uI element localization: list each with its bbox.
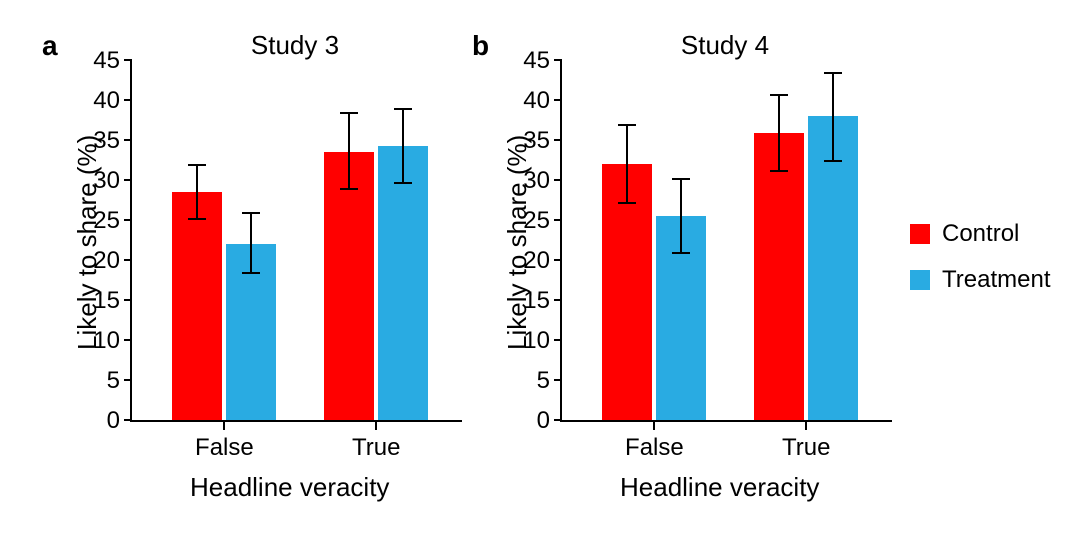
error-bar [626, 124, 628, 204]
ytick-label: 45 [523, 47, 550, 75]
ytick-label: 0 [537, 407, 550, 435]
ytick-label: 45 [93, 47, 120, 75]
ylabel-b: Likely to share (%) [502, 135, 533, 350]
plot-area-b: 051015202530354045FalseTrue [560, 60, 892, 422]
xtick-mark [653, 422, 655, 430]
ytick-label: 40 [93, 87, 120, 115]
error-cap-bot [824, 160, 842, 162]
ytick-mark [124, 339, 132, 341]
xtick-label: False [625, 434, 684, 462]
ylabel-a: Likely to share (%) [72, 135, 103, 350]
error-cap-top [672, 178, 690, 180]
ytick-mark [554, 179, 562, 181]
xtick-label: True [352, 434, 400, 462]
bar-treatment [378, 146, 428, 420]
error-bar [250, 212, 252, 274]
panel-b-title: Study 4 [560, 30, 890, 61]
error-bar [778, 94, 780, 172]
ytick-mark [554, 59, 562, 61]
xlabel-b: Headline veracity [620, 472, 819, 503]
error-cap-bot [340, 188, 358, 190]
ytick-mark [554, 139, 562, 141]
legend-swatch-treatment [910, 270, 930, 290]
ytick-mark [124, 99, 132, 101]
ytick-mark [124, 379, 132, 381]
ytick-mark [124, 219, 132, 221]
xtick-mark [223, 422, 225, 430]
panel-label-b: b [472, 30, 489, 62]
error-bar [196, 164, 198, 220]
error-cap-bot [188, 218, 206, 220]
ytick-mark [554, 219, 562, 221]
xtick-mark [375, 422, 377, 430]
error-bar [402, 108, 404, 184]
xlabel-a: Headline veracity [190, 472, 389, 503]
error-cap-top [618, 124, 636, 126]
xtick-label: False [195, 434, 254, 462]
panel-a: Study 3 051015202530354045FalseTrue [130, 60, 460, 420]
legend-label-control: Control [942, 220, 1019, 248]
error-cap-bot [618, 202, 636, 204]
error-cap-top [394, 108, 412, 110]
panel-a-title: Study 3 [130, 30, 460, 61]
bar-control [754, 133, 804, 420]
ytick-mark [124, 59, 132, 61]
error-cap-top [188, 164, 206, 166]
ytick-mark [554, 99, 562, 101]
error-bar [832, 72, 834, 162]
xtick-mark [805, 422, 807, 430]
error-cap-bot [242, 272, 260, 274]
ytick-label: 5 [107, 367, 120, 395]
bar-control [324, 152, 374, 420]
legend-item-treatment: Treatment [910, 266, 1050, 294]
bar-treatment [808, 116, 858, 420]
ytick-mark [554, 339, 562, 341]
legend-swatch-control [910, 224, 930, 244]
ytick-mark [124, 139, 132, 141]
panel-label-a: a [42, 30, 58, 62]
ytick-mark [124, 179, 132, 181]
legend-label-treatment: Treatment [942, 266, 1050, 294]
ytick-label: 40 [523, 87, 550, 115]
ytick-mark [124, 419, 132, 421]
panel-b: Study 4 051015202530354045FalseTrue [560, 60, 890, 420]
xtick-label: True [782, 434, 830, 462]
error-cap-bot [672, 252, 690, 254]
error-cap-top [824, 72, 842, 74]
ytick-mark [554, 259, 562, 261]
error-bar [348, 112, 350, 190]
legend: Control Treatment [910, 220, 1050, 312]
plot-area-a: 051015202530354045FalseTrue [130, 60, 462, 422]
ytick-mark [554, 299, 562, 301]
ytick-mark [554, 379, 562, 381]
error-cap-top [242, 212, 260, 214]
error-cap-top [340, 112, 358, 114]
ytick-label: 5 [537, 367, 550, 395]
ytick-mark [554, 419, 562, 421]
error-cap-bot [770, 170, 788, 172]
ytick-label: 0 [107, 407, 120, 435]
legend-item-control: Control [910, 220, 1050, 248]
ytick-mark [124, 259, 132, 261]
error-bar [680, 178, 682, 255]
error-cap-top [770, 94, 788, 96]
bar-control [172, 192, 222, 420]
figure-root: a b Study 3 051015202530354045FalseTrue … [0, 0, 1080, 553]
ytick-mark [124, 299, 132, 301]
error-cap-bot [394, 182, 412, 184]
